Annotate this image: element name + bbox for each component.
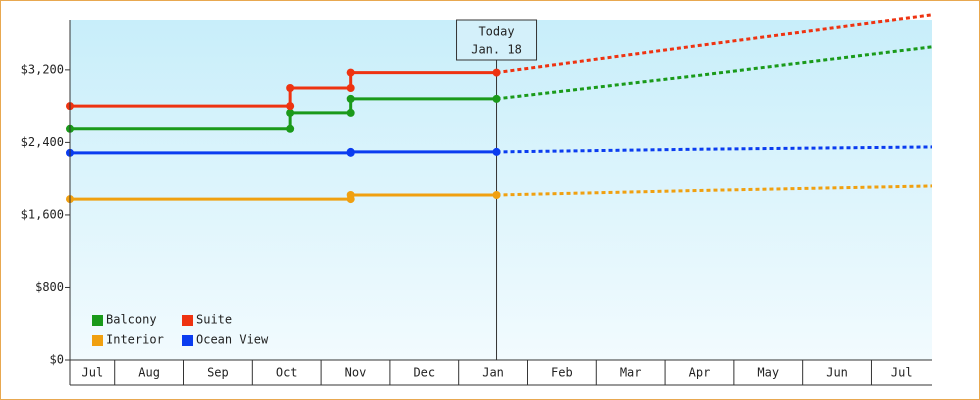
point	[346, 147, 355, 156]
point	[346, 84, 355, 92]
point	[492, 94, 501, 103]
y-tick-label: $800	[35, 280, 64, 294]
legend-label: Ocean View	[196, 333, 269, 347]
point	[286, 108, 295, 117]
forecast-line	[496, 45, 933, 101]
x-tick-label: Dec	[413, 366, 435, 380]
series-line	[70, 97, 497, 131]
x-tick-label: Feb	[551, 366, 573, 380]
x-tick-label: Mar	[620, 366, 642, 380]
today-date: Jan. 18	[471, 43, 522, 57]
x-tick-label: Jul	[891, 366, 913, 380]
legend-label: Suite	[196, 313, 232, 327]
point	[346, 68, 355, 77]
today-box	[456, 19, 538, 61]
x-tick-label: Apr	[689, 366, 711, 380]
today-label: Today	[478, 25, 514, 39]
x-tick-label: Jun	[826, 366, 848, 380]
point	[492, 190, 501, 199]
x-tick-label: Jul	[82, 366, 104, 380]
series-line	[70, 150, 497, 155]
point	[286, 124, 295, 133]
x-tick-label: Sep	[207, 366, 229, 380]
series-line	[70, 71, 497, 108]
point	[492, 147, 501, 156]
x-tick-label: May	[757, 366, 779, 380]
point	[346, 190, 355, 199]
x-tick-label: Oct	[276, 366, 298, 380]
x-tick-label: Jan	[482, 366, 504, 380]
forecast-line	[496, 145, 933, 154]
point	[346, 108, 355, 117]
legend-label: Interior	[106, 333, 164, 347]
plot-area	[70, 20, 932, 360]
y-tick-label: $2,400	[21, 135, 64, 149]
legend-swatch	[182, 335, 193, 346]
legend-swatch	[182, 315, 193, 326]
point	[346, 94, 355, 103]
forecast-line	[496, 184, 933, 197]
y-tick-label: $1,600	[21, 207, 64, 221]
legend-label: Balcony	[106, 313, 157, 327]
point	[286, 84, 295, 92]
x-tick-label: Nov	[345, 366, 367, 380]
legend-swatch	[92, 315, 103, 326]
y-tick-label: $0	[50, 353, 64, 367]
legend-swatch	[92, 335, 103, 346]
y-tick-label: $3,200	[21, 62, 64, 76]
forecast-line	[496, 13, 933, 75]
point	[286, 102, 295, 111]
x-tick-label: Aug	[138, 366, 160, 380]
point	[492, 68, 501, 77]
